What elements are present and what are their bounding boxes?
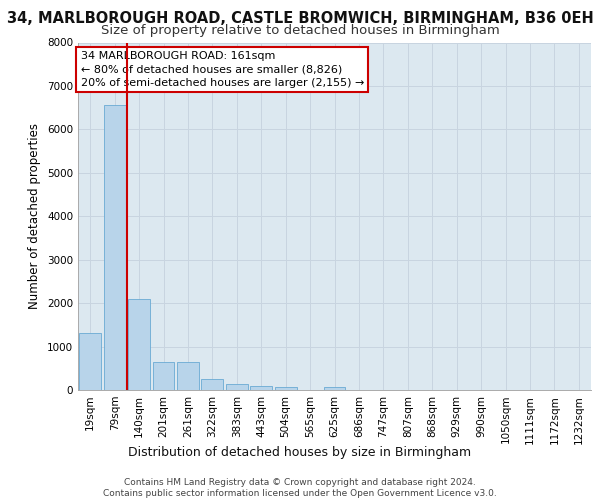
Text: 34, MARLBOROUGH ROAD, CASTLE BROMWICH, BIRMINGHAM, B36 0EH: 34, MARLBOROUGH ROAD, CASTLE BROMWICH, B… [7,11,593,26]
Bar [128,299,150,390]
Bar [104,104,125,390]
Bar [177,362,199,390]
Bar [275,388,296,390]
Bar [202,380,223,390]
Text: Distribution of detached houses by size in Birmingham: Distribution of detached houses by size … [128,446,472,459]
Bar [152,362,175,390]
Text: Contains HM Land Registry data © Crown copyright and database right 2024.
Contai: Contains HM Land Registry data © Crown c… [103,478,497,498]
Bar [250,386,272,390]
Y-axis label: Number of detached properties: Number of detached properties [28,123,41,309]
Text: Size of property relative to detached houses in Birmingham: Size of property relative to detached ho… [101,24,499,37]
Bar [79,333,101,390]
Bar [323,388,346,390]
Text: 34 MARLBOROUGH ROAD: 161sqm
← 80% of detached houses are smaller (8,826)
20% of : 34 MARLBOROUGH ROAD: 161sqm ← 80% of det… [80,51,364,88]
Bar [226,384,248,390]
